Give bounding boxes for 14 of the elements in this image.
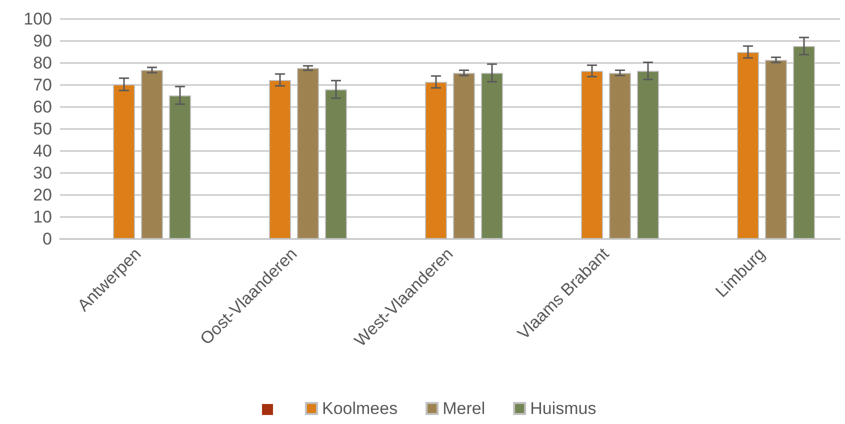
y-tick-label: 40: [33, 142, 52, 160]
y-tick-label: 10: [33, 208, 52, 226]
y-tick-label: 50: [33, 120, 52, 138]
y-tick-label: 80: [33, 54, 52, 72]
y-tick-label: 0: [42, 230, 52, 248]
y-tick-label: 70: [33, 76, 52, 94]
y-tick-label: 30: [33, 164, 52, 182]
legend-label: Merel: [442, 399, 486, 418]
legend-label: Huismus: [530, 399, 596, 418]
legend-label: Koolmees: [322, 399, 398, 418]
y-tick-label: 60: [33, 98, 52, 116]
y-tick-label: 100: [24, 10, 52, 28]
y-tick-label: 20: [33, 186, 52, 204]
y-tick-label: 90: [33, 32, 52, 50]
